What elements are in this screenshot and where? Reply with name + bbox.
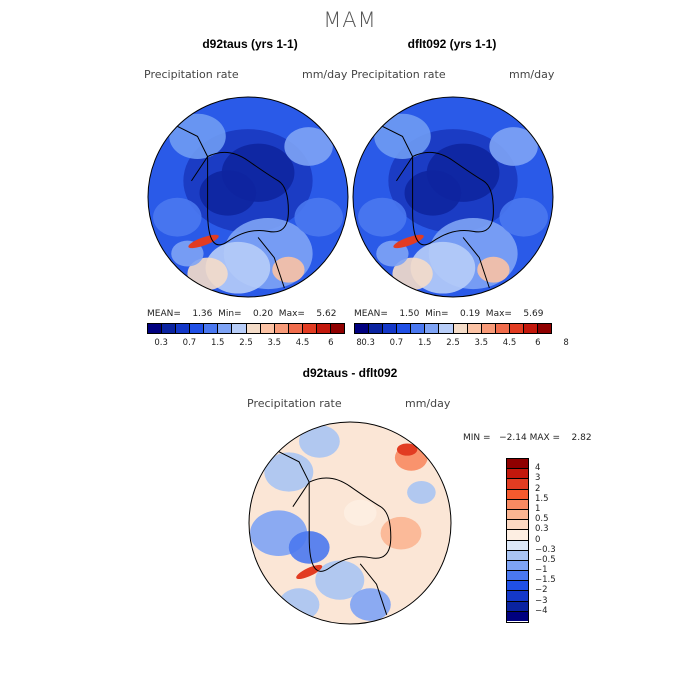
colorbar-1: [147, 323, 345, 334]
colorbar-swatch: [481, 324, 496, 333]
colorbar-swatch: [190, 324, 205, 333]
colorbar-tick-label: 8: [356, 338, 362, 348]
diff-panel-title: d92taus - dflt092: [302, 366, 398, 380]
colorbar-swatch: [507, 550, 528, 561]
colorbar-swatch: [148, 324, 163, 333]
colorbar-1-labels: 0.3 0.7 1.5 2.5 3.5 4.5 6 8: [147, 338, 361, 350]
colorbar-swatch: [439, 324, 454, 333]
colorbar-swatch: [495, 324, 510, 333]
colorbar-swatch: [162, 324, 177, 333]
colorbar-diff: [506, 458, 529, 623]
season-title: MAM: [323, 8, 377, 32]
diff-panel-variable: Precipitation rate: [247, 397, 342, 410]
colorbar-swatch: [176, 324, 191, 333]
colorbar-tick-label: 0.7: [182, 338, 197, 348]
colorbar-swatch: [509, 324, 524, 333]
colorbar-tick-label: 1.5: [417, 338, 432, 348]
colorbar-tick-label: 2.5: [239, 338, 253, 348]
colorbar-swatch: [467, 324, 482, 333]
colorbar-tick-label: 3: [535, 473, 541, 484]
colorbar-tick-label: 1.5: [535, 493, 549, 504]
colorbar-2-labels: 0.3 0.7 1.5 2.5 3.5 4.5 6 8: [354, 338, 568, 350]
colorbar-swatch: [507, 489, 528, 500]
colorbar-swatch: [411, 324, 426, 333]
colorbar-swatch: [302, 324, 317, 333]
colorbar-tick-label: −3: [535, 595, 548, 606]
colorbar-tick-label: 8: [563, 338, 569, 348]
colorbar-tick-label: 4.5: [502, 338, 517, 348]
polar-map-1: [147, 96, 349, 298]
colorbar-swatch: [523, 324, 539, 333]
colorbar-tick-label: 6: [328, 338, 334, 348]
colorbar-swatch: [507, 499, 528, 510]
diff-panel-units: mm/day: [405, 397, 451, 410]
colorbar-swatch: [397, 324, 412, 333]
colorbar-swatch: [453, 324, 468, 333]
colorbar-swatch: [218, 324, 233, 333]
colorbar-swatch: [369, 324, 384, 333]
colorbar-swatch: [507, 459, 528, 470]
colorbar-swatch: [507, 479, 528, 490]
panel-2-variable: Precipitation rate: [351, 68, 446, 81]
colorbar-tick-label: 3.5: [474, 338, 489, 348]
colorbar-tick-label: 4.5: [295, 338, 310, 348]
colorbar-swatch: [507, 530, 528, 541]
colorbar-swatch: [507, 571, 528, 582]
colorbar-swatch: [507, 540, 528, 551]
colorbar-swatch: [204, 324, 219, 333]
polar-map-diff: [248, 421, 452, 625]
colorbar-swatch: [246, 324, 261, 333]
panel-1-variable: Precipitation rate: [144, 68, 239, 81]
colorbar-tick-label: −0.5: [535, 554, 556, 565]
colorbar-tick-label: −1: [535, 565, 548, 576]
colorbar-tick-label: 1: [535, 503, 541, 514]
colorbar-swatch: [507, 560, 528, 572]
colorbar-tick-label: 6: [535, 338, 541, 348]
colorbar-tick-label: 0: [535, 534, 541, 545]
colorbar-tick-label: 0.5: [535, 514, 549, 525]
colorbar-tick-label: 0.3: [535, 524, 549, 535]
panel-2-title: dflt092 (yrs 1-1): [407, 37, 497, 51]
panel-1-units: mm/day: [302, 68, 348, 81]
panel-2-units: mm/day: [509, 68, 555, 81]
polar-map-2: [352, 96, 554, 298]
colorbar-swatch: [355, 324, 370, 333]
colorbar-tick-label: 0.3: [154, 338, 168, 348]
panel-1-title: d92taus (yrs 1-1): [202, 37, 298, 51]
colorbar-swatch: [232, 324, 247, 333]
colorbar-diff-labels: 4 3 2 1.5 1 0.5 0.3 0 −0.3 −0.5 −1 −1.5 −2 −3 −4: [535, 458, 575, 621]
colorbar-tick-label: −2: [535, 585, 548, 596]
colorbar-swatch: [507, 601, 528, 612]
colorbar-tick-label: 3.5: [267, 338, 282, 348]
colorbar-swatch: [507, 469, 528, 480]
colorbar-swatch: [538, 324, 552, 333]
colorbar-tick-label: 1.5: [210, 338, 225, 348]
diff-panel-stats: MIN = −2.14 MAX = 2.82: [463, 433, 592, 443]
colorbar-tick-label: −0.3: [535, 544, 556, 555]
colorbar-swatch: [507, 509, 528, 521]
colorbar-swatch: [507, 520, 528, 531]
colorbar-swatch: [383, 324, 398, 333]
panel-1-stats: MEAN= 1.36 Min= 0.20 Max= 5.62: [147, 309, 337, 319]
colorbar-swatch: [507, 611, 528, 621]
colorbar-swatch: [288, 324, 303, 333]
colorbar-tick-label: 2: [535, 483, 541, 494]
colorbar-tick-label: −1.5: [535, 575, 556, 586]
colorbar-2: [354, 323, 552, 334]
colorbar-swatch: [274, 324, 289, 333]
colorbar-swatch: [331, 324, 345, 333]
colorbar-swatch: [316, 324, 332, 333]
colorbar-swatch: [260, 324, 275, 333]
colorbar-swatch: [507, 591, 528, 602]
colorbar-swatch: [425, 324, 440, 333]
colorbar-swatch: [507, 581, 528, 592]
colorbar-tick-label: 0.7: [389, 338, 404, 348]
panel-2-stats: MEAN= 1.50 Min= 0.19 Max= 5.69: [354, 309, 544, 319]
colorbar-tick-label: 2.5: [446, 338, 460, 348]
colorbar-tick-label: −4: [535, 605, 548, 616]
colorbar-tick-label: 0.3: [361, 338, 375, 348]
colorbar-tick-label: 4: [535, 463, 541, 474]
